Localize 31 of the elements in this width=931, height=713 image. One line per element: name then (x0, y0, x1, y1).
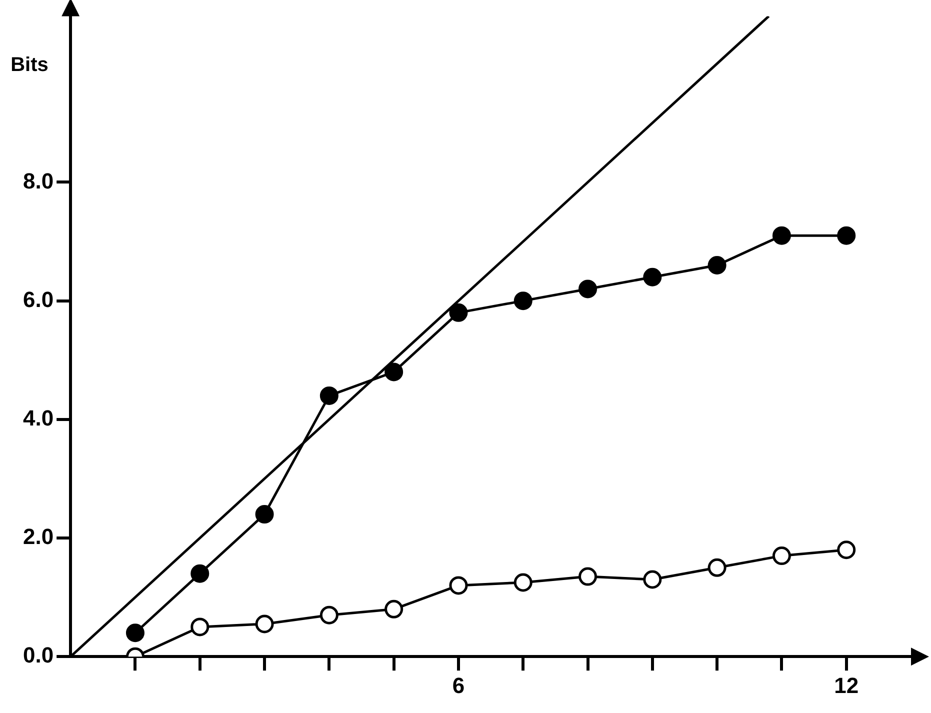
point (320, 606, 338, 624)
point (449, 303, 468, 322)
point (190, 618, 210, 636)
point (643, 268, 662, 286)
point (255, 614, 274, 634)
y-tick-label: 0.0 (22, 642, 54, 668)
point (708, 558, 726, 577)
point (837, 540, 856, 560)
y-tick-label: 4.0 (22, 405, 54, 430)
point (514, 292, 532, 310)
point (708, 256, 726, 274)
point (578, 280, 598, 298)
y-axis-title: Bits (10, 54, 48, 78)
point (449, 576, 468, 595)
point (384, 362, 404, 382)
y-tick-label: 8.0 (22, 168, 54, 194)
point (384, 600, 404, 618)
point (126, 624, 144, 642)
point (514, 573, 532, 592)
y-tick-label: 2.0 (22, 524, 54, 550)
point (320, 386, 338, 405)
x-tick-label: 6 (452, 672, 465, 698)
point (190, 564, 210, 583)
point (772, 226, 791, 245)
y-tick-label: 6.0 (22, 286, 54, 312)
x-tick-label: 12 (834, 672, 859, 698)
point (837, 226, 856, 245)
point (255, 505, 274, 524)
point (772, 546, 791, 566)
point (578, 567, 598, 586)
point (643, 570, 662, 589)
